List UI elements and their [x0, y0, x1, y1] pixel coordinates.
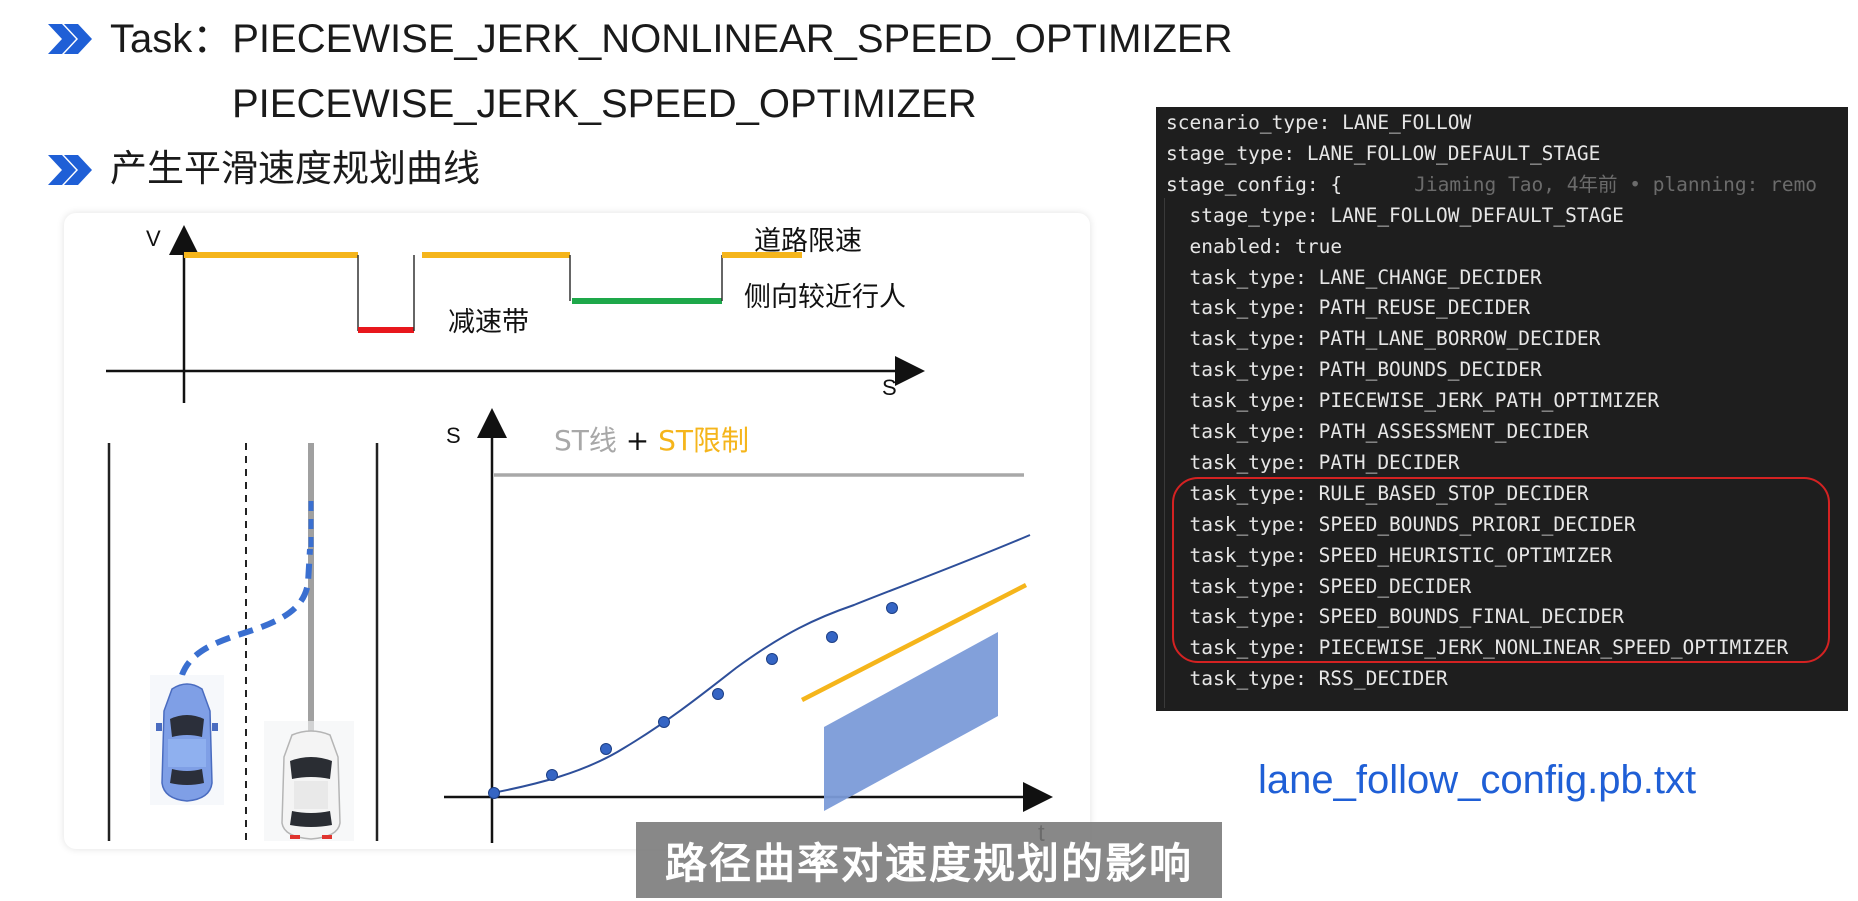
speed-bump-label: 减速带	[448, 307, 529, 338]
code-line-text: task_type: PATH_LANE_BORROW_DECIDER	[1166, 327, 1601, 351]
double-chevron-right-icon	[48, 155, 92, 185]
white-car-icon	[264, 721, 354, 841]
speed-limit-diagram: V S 道路限速 减速带 侧向较近行人	[106, 225, 925, 403]
v-axis-label: V	[146, 226, 161, 251]
speed-curve	[491, 534, 1031, 794]
code-line-text: task_type: PIECEWISE_JERK_PATH_OPTIMIZER	[1166, 389, 1660, 413]
code-line-text: task_type: PIECEWISE_JERK_NONLINEAR_SPEE…	[1166, 636, 1789, 660]
code-line: task_type: RSS_DECIDER	[1166, 667, 1448, 691]
code-line-text: task_type: PATH_DECIDER	[1166, 450, 1460, 474]
code-line-text: enabled: true	[1166, 234, 1343, 258]
code-line: scenario_type: LANE_FOLLOW	[1166, 113, 1471, 133]
st-legend-plus: +	[617, 424, 658, 457]
code-line-text: task_type: RULE_BASED_STOP_DECIDER	[1166, 481, 1589, 505]
st-diagram: S t ST线 + ST限制	[444, 408, 1053, 847]
lane-scene	[107, 443, 379, 841]
code-line: task_type: PIECEWISE_JERK_PATH_OPTIMIZER	[1166, 391, 1659, 411]
config-code-panel	[1156, 107, 1848, 711]
code-line-text: task_type: SPEED_HEURISTIC_OPTIMIZER	[1166, 543, 1613, 567]
code-line: stage_type: LANE_FOLLOW_DEFAULT_STAGE	[1166, 203, 1624, 227]
code-line: task_type: PATH_REUSE_DECIDER	[1166, 296, 1530, 320]
code-line-text: task_type: PATH_BOUNDS_DECIDER	[1166, 358, 1542, 382]
code-line-text: task_type: SPEED_BOUNDS_FINAL_DECIDER	[1166, 605, 1624, 629]
code-line-text: scenario_type: LANE_FOLLOW	[1166, 111, 1472, 134]
code-line: task_type: SPEED_BOUNDS_PRIORI_DECIDER	[1166, 512, 1636, 536]
code-line-text: task_type: SPEED_BOUNDS_PRIORI_DECIDER	[1166, 512, 1636, 536]
st-limit-line	[800, 582, 1028, 703]
code-line: task_type: SPEED_BOUNDS_FINAL_DECIDER	[1166, 605, 1624, 629]
code-line: stage_type: LANE_FOLLOW_DEFAULT_STAGE	[1166, 144, 1600, 164]
code-line: enabled: true	[1166, 234, 1343, 258]
st-obstacle-region	[824, 632, 998, 811]
st-limit-legend: ST限制	[658, 424, 749, 457]
code-line-text: task_type: PATH_ASSESSMENT_DECIDER	[1166, 420, 1589, 443]
task-heading-line2: PIECEWISE_JERK_SPEED_OPTIMIZER	[232, 82, 977, 126]
task-heading: Task：PIECEWISE_JERK_NONLINEAR_SPEED_OPTI…	[110, 17, 1233, 61]
code-line: task_type: PIECEWISE_JERK_NONLINEAR_SPEE…	[1166, 638, 1788, 658]
st-legend: ST线 + ST限制	[554, 424, 749, 457]
code-line: task_type: RULE_BASED_STOP_DECIDER	[1166, 481, 1589, 505]
bullet-1	[46, 22, 94, 56]
git-blame-annotation: Jiaming Tao, 4年前 • planning: remo	[1414, 172, 1818, 196]
code-line: task_type: LANE_CHANGE_DECIDER	[1166, 265, 1542, 289]
planned-path	[179, 548, 313, 677]
blue-car-icon	[150, 675, 224, 805]
code-line: task_type: PATH_BOUNDS_DECIDER	[1166, 358, 1542, 382]
code-line-text: stage_config: {	[1166, 172, 1343, 196]
s-axis-label: S	[882, 375, 897, 400]
code-line: task_type: PATH_ASSESSMENT_DECIDER	[1166, 420, 1589, 443]
st-s-label: S	[446, 423, 461, 448]
subtitle-text: 路径曲率对速度规划的影响	[664, 838, 1193, 888]
bullet-2	[46, 153, 94, 187]
code-line: task_type: SPEED_HEURISTIC_OPTIMIZER	[1166, 543, 1613, 567]
code-line-text: task_type: PATH_REUSE_DECIDER	[1166, 296, 1530, 320]
pedestrian-label: 侧向较近行人	[744, 282, 906, 313]
config-filename: lane_follow_config.pb.txt	[1258, 758, 1697, 802]
code-line: task_type: PATH_LANE_BORROW_DECIDER	[1166, 329, 1600, 349]
st-line-legend: ST线	[554, 424, 617, 457]
code-line-text: task_type: LANE_CHANGE_DECIDER	[1166, 265, 1542, 289]
code-line-text: stage_type: LANE_FOLLOW_DEFAULT_STAGE	[1166, 203, 1624, 227]
code-line-text: task_type: SPEED_DECIDER	[1166, 574, 1472, 598]
illustration-panel: V S 道路限速 减速带 侧向较近行人	[64, 213, 1090, 849]
double-chevron-right-icon	[48, 24, 92, 54]
code-line: stage_config: { Jiaming Tao, 4年前 • planni…	[1166, 175, 1817, 195]
video-subtitle: 路径曲率对速度规划的影响	[636, 822, 1222, 898]
speed-curve-points	[488, 602, 898, 799]
smooth-speed-heading: 产生平滑速度规划曲线	[110, 147, 480, 190]
indent-guide	[1164, 198, 1165, 708]
code-line-text: task_type: RSS_DECIDER	[1166, 667, 1448, 691]
code-line: task_type: SPEED_DECIDER	[1166, 574, 1472, 598]
speed-tasks-highlight	[1172, 477, 1830, 663]
code-line: task_type: PATH_DECIDER	[1166, 450, 1460, 474]
road-limit-label: 道路限速	[754, 226, 862, 257]
code-line-text: stage_type: LANE_FOLLOW_DEFAULT_STAGE	[1166, 141, 1601, 165]
illustration-canvas: V S 道路限速 减速带 侧向较近行人	[106, 225, 1053, 847]
